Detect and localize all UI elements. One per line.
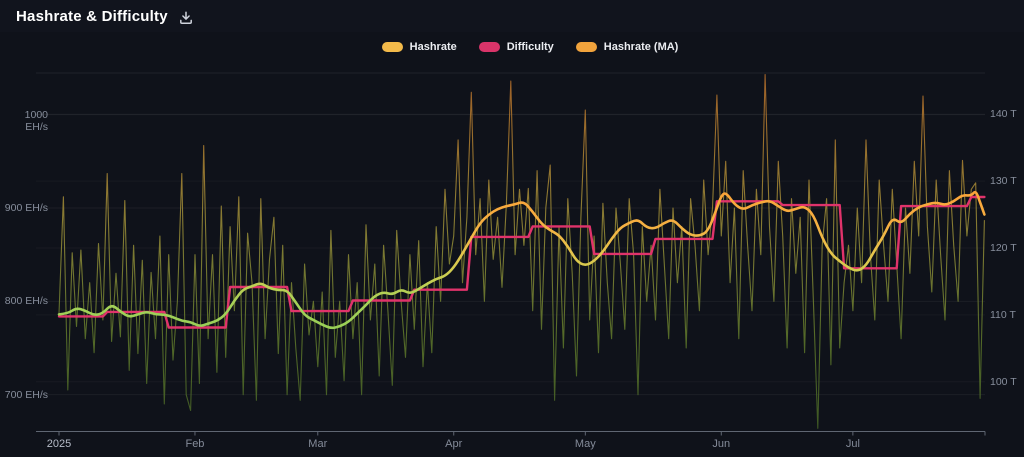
- y-left-tick-900: 900 EH/s: [4, 202, 48, 214]
- download-button[interactable]: [179, 10, 193, 25]
- legend-label-hashrate-ma: Hashrate (MA): [603, 41, 679, 53]
- hashrate-ma-swatch: [575, 42, 597, 52]
- y-right-tick-140: 140 T: [990, 108, 1017, 121]
- widget-title: Hashrate & Difficulty: [16, 7, 168, 25]
- difficulty-line: [57, 195, 986, 329]
- hashrate-raw-line: [58, 73, 985, 429]
- y-right-tick-130: 130 T: [990, 175, 1017, 188]
- x-tick-jun: Jun: [712, 438, 731, 450]
- x-tick-mar: Mar: [308, 438, 328, 450]
- y-left-tick-700: 700 EH/s: [4, 388, 48, 401]
- chart-legend: Hashrate Difficulty Hashrate (MA): [0, 41, 1024, 53]
- download-icon: [179, 10, 192, 24]
- hashrate-ma-line: [57, 190, 986, 330]
- y-right-tick-120: 120 T: [990, 242, 1017, 254]
- x-tick-feb: Feb: [185, 438, 205, 450]
- x-tick-2025: 2025: [46, 438, 72, 450]
- x-axis: [36, 431, 986, 436]
- y-left-tick-1000: 1000 EH/s: [24, 108, 48, 133]
- difficulty-swatch: [478, 42, 500, 52]
- hashrate-swatch: [381, 42, 403, 52]
- legend-item-hashrate[interactable]: Hashrate: [381, 41, 457, 53]
- x-tick-may: May: [574, 438, 596, 450]
- legend-item-difficulty[interactable]: Difficulty: [478, 41, 554, 53]
- legend-item-hashrate-ma[interactable]: Hashrate (MA): [575, 41, 679, 53]
- y-left-tick-800: 800 EH/s: [4, 295, 48, 308]
- legend-label-hashrate: Hashrate: [409, 41, 457, 53]
- y-right-tick-100: 100 T: [990, 375, 1017, 388]
- y-right-tick-110: 110 T: [990, 308, 1016, 321]
- x-tick-apr: Apr: [445, 438, 463, 450]
- x-tick-jul: Jul: [845, 438, 860, 450]
- widget-header: Hashrate & Difficulty: [0, 0, 1024, 32]
- legend-label-difficulty: Difficulty: [506, 41, 554, 53]
